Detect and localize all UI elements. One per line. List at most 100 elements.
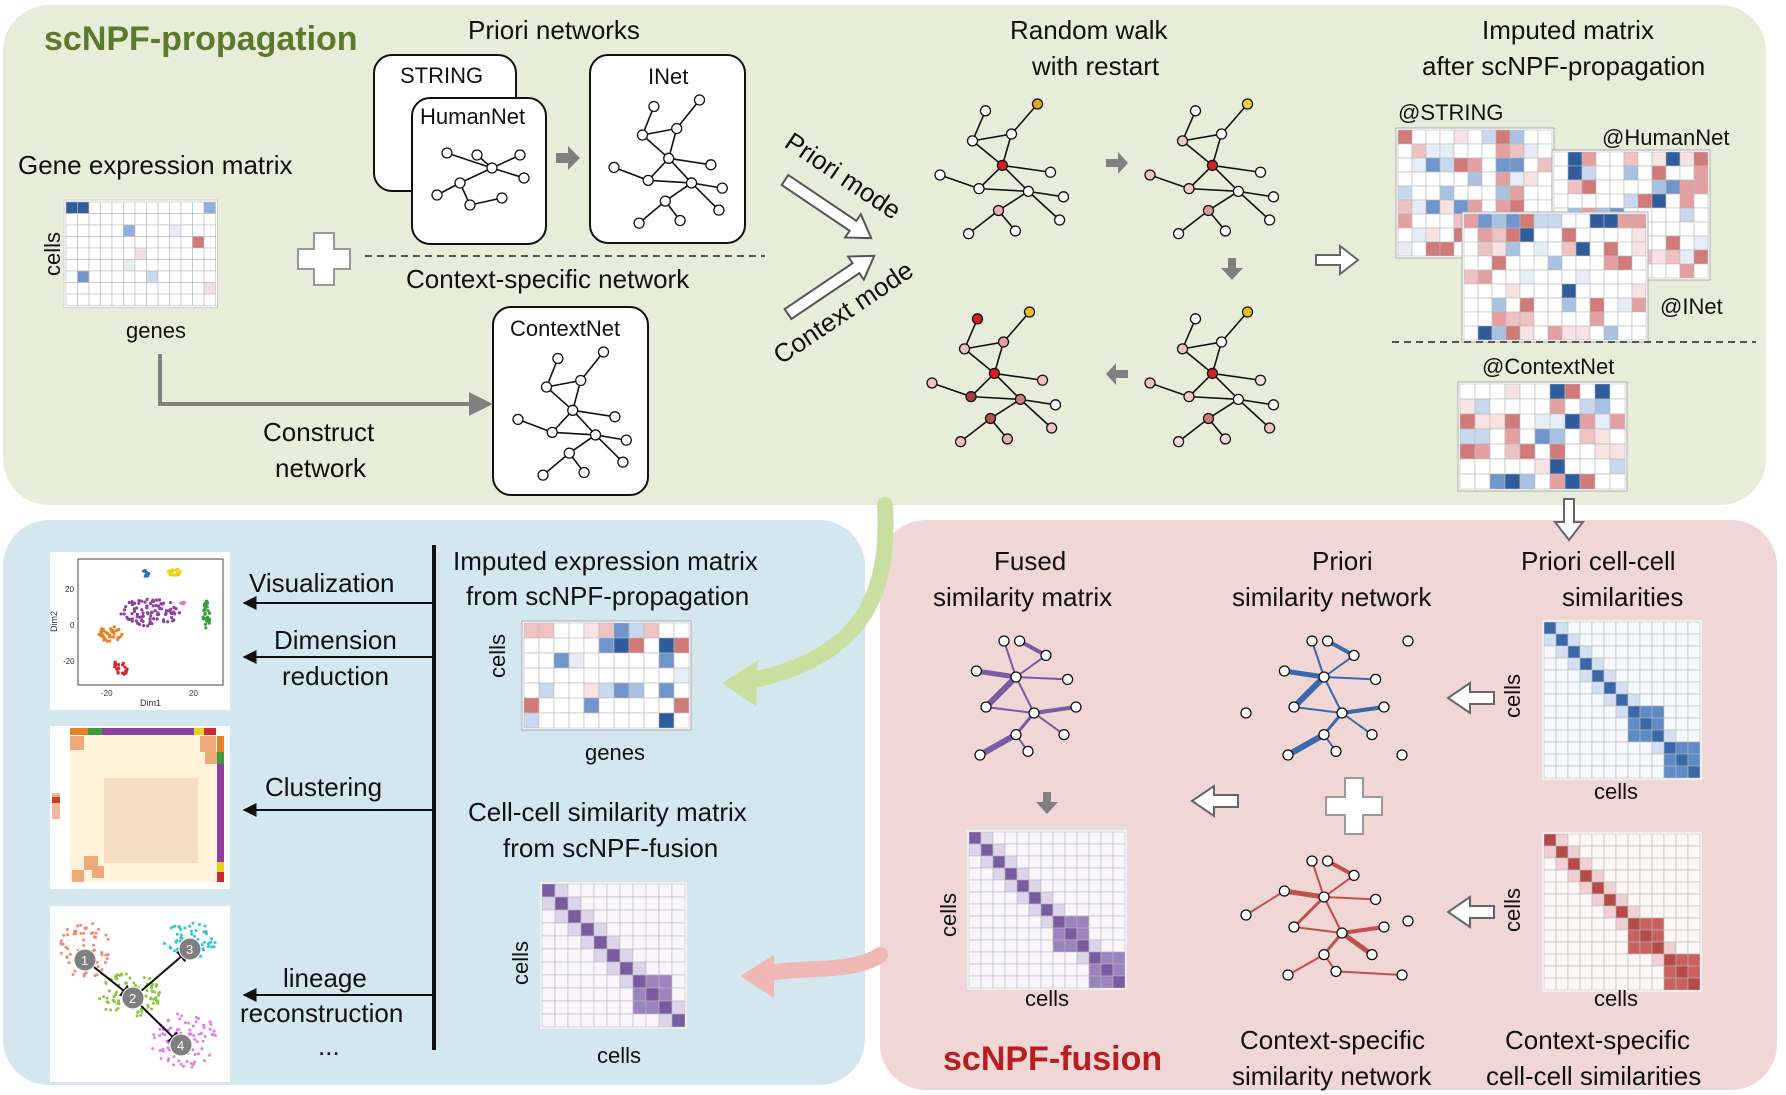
graph-node bbox=[1022, 745, 1034, 758]
graph-node bbox=[496, 192, 508, 204]
tsne-point bbox=[152, 616, 156, 621]
tsne-point bbox=[142, 624, 146, 628]
tsne-point bbox=[113, 662, 117, 666]
context-cc-to-network-arrow bbox=[1446, 895, 1495, 929]
graph-node bbox=[980, 701, 992, 713]
lineage-point bbox=[158, 1034, 162, 1038]
lineage-point bbox=[189, 929, 193, 933]
graph-node bbox=[1009, 225, 1022, 237]
context-cc-cells-x: cells bbox=[1594, 986, 1638, 1011]
lineage-point bbox=[144, 994, 148, 998]
tsne-point bbox=[111, 635, 116, 639]
graph-node bbox=[1267, 399, 1280, 411]
analysis-sim-cells-x: cells bbox=[597, 1043, 641, 1068]
lineage-point bbox=[185, 1059, 189, 1063]
graph-node bbox=[962, 228, 975, 240]
lineage-point bbox=[193, 1052, 197, 1056]
lineage-point bbox=[210, 945, 214, 949]
graph-node bbox=[970, 665, 983, 677]
tsne-point bbox=[203, 611, 207, 615]
graph-node bbox=[642, 174, 654, 187]
tsne-point bbox=[205, 599, 209, 603]
lineage-label-2: reconstruction bbox=[240, 998, 403, 1028]
lineage-point bbox=[66, 947, 70, 951]
tsne-point bbox=[114, 629, 119, 633]
tsne-point bbox=[151, 604, 155, 608]
network-inet-card bbox=[589, 54, 746, 244]
lineage-point bbox=[162, 941, 166, 945]
lineage-point bbox=[134, 984, 138, 988]
lineage-point bbox=[161, 1032, 165, 1036]
lineage-point bbox=[117, 1002, 121, 1006]
network-inet-label: INet bbox=[648, 64, 688, 89]
lineage-point bbox=[169, 1026, 173, 1030]
tsne-point bbox=[135, 615, 139, 619]
lineage-point bbox=[175, 932, 179, 936]
graph-node bbox=[1053, 214, 1066, 226]
context-cc-matrix bbox=[1541, 831, 1703, 993]
plus-icon bbox=[297, 232, 351, 286]
construct-label-2: network bbox=[275, 453, 367, 483]
tsne-point bbox=[172, 618, 176, 622]
graph-node bbox=[1318, 671, 1330, 683]
tsne-point bbox=[110, 629, 114, 634]
lineage-point bbox=[169, 946, 173, 950]
propagation-to-analysis-arrowhead bbox=[722, 660, 758, 706]
lineage-point bbox=[158, 991, 162, 995]
lineage-point bbox=[207, 942, 211, 946]
lineage-point bbox=[180, 1014, 184, 1018]
lineage-point bbox=[76, 924, 80, 928]
graph-node bbox=[546, 426, 558, 439]
graph-node bbox=[1321, 635, 1334, 647]
graph-node bbox=[1396, 749, 1408, 761]
lineage-point bbox=[73, 969, 77, 973]
graph-node bbox=[1263, 214, 1276, 226]
analysis-similarity-matrix bbox=[539, 881, 688, 1030]
lineage-point bbox=[190, 1065, 194, 1069]
network-humannet-label: HumanNet bbox=[420, 104, 525, 129]
graph-node bbox=[1202, 204, 1215, 217]
tsne-point bbox=[120, 663, 125, 667]
graph-node bbox=[1402, 635, 1414, 647]
fusion-title: scNPF-fusion bbox=[943, 1040, 1162, 1078]
lineage-point bbox=[67, 961, 71, 965]
analysis-imputed-genes-label: genes bbox=[585, 740, 645, 765]
tsne-point bbox=[112, 631, 116, 636]
dim1-label: Dim1 bbox=[140, 698, 161, 708]
at-humannet-label: @HumanNet bbox=[1602, 125, 1730, 150]
tsne-point bbox=[109, 627, 113, 631]
lineage-point bbox=[161, 1047, 165, 1051]
lineage-point bbox=[114, 977, 118, 981]
tsne-point bbox=[137, 598, 141, 603]
graph-node bbox=[471, 149, 483, 161]
lineage-point bbox=[124, 972, 128, 976]
tsne-point bbox=[178, 570, 182, 574]
imputed-matrix-label-2: after scNPF-propagation bbox=[1422, 51, 1705, 81]
graph-node bbox=[648, 100, 660, 113]
context-cc-label-2: cell-cell similarities bbox=[1486, 1061, 1701, 1091]
lineage-point bbox=[210, 937, 214, 941]
lineage-point bbox=[193, 934, 197, 938]
graph-node bbox=[716, 182, 728, 194]
graph-node bbox=[971, 313, 984, 325]
lineage-point bbox=[151, 982, 155, 986]
tsne-point bbox=[117, 666, 121, 670]
lineage-point bbox=[139, 1013, 143, 1017]
lineage-point bbox=[193, 1037, 197, 1041]
lineage-point bbox=[114, 1008, 118, 1012]
lineage-point bbox=[135, 1014, 139, 1018]
lineage-point bbox=[104, 1007, 108, 1011]
fused-cells-y: cells bbox=[936, 893, 961, 937]
tsne-point bbox=[143, 574, 147, 578]
tsne-point bbox=[160, 602, 164, 606]
tsne-point bbox=[163, 612, 168, 617]
tsne-point bbox=[135, 612, 139, 617]
tsne-point bbox=[205, 605, 209, 609]
graph-node bbox=[1254, 374, 1267, 386]
rwr-label-2: with restart bbox=[1031, 51, 1160, 81]
context-cc-cells-y: cells bbox=[1500, 888, 1525, 932]
lineage-point bbox=[104, 982, 108, 986]
lineage-point bbox=[176, 1012, 180, 1016]
lineage-point bbox=[107, 989, 111, 993]
